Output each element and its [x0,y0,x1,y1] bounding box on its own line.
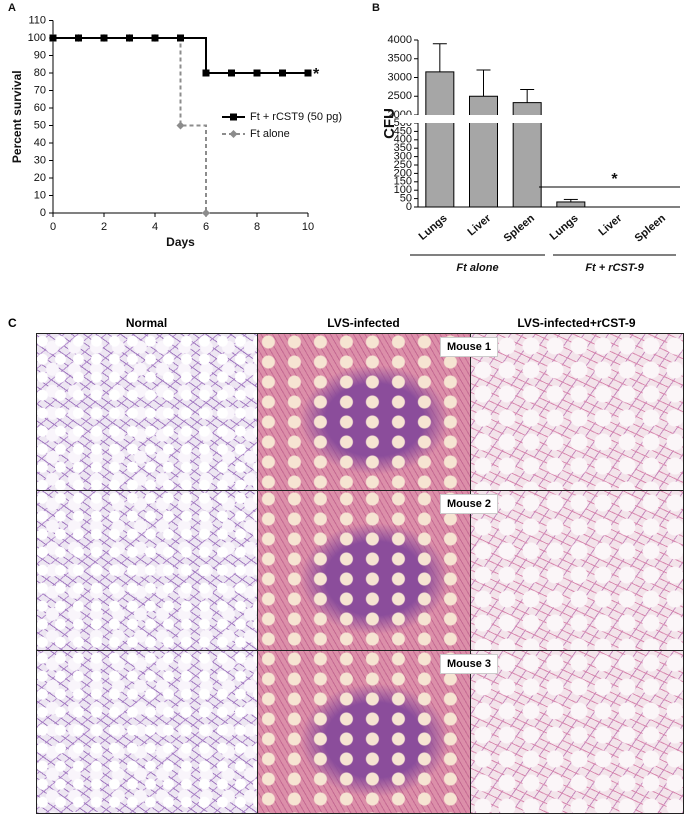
histology-image [470,650,684,814]
point [279,69,286,77]
point [202,69,210,77]
point [75,34,82,42]
point [304,69,312,77]
panel-label: C [8,316,17,330]
x-tick-label: Spleen [502,212,538,245]
row-label: Mouse 3 [440,654,499,674]
y-tick-label: 3000 [388,71,412,83]
histology-image [470,490,684,651]
point [151,34,159,42]
histology-image [257,333,471,491]
y-tick-label: 450 [394,125,412,137]
x-tick-label: 10 [302,221,314,233]
annotation: * [313,66,320,83]
panel-label: B [372,2,380,14]
legend-label: Ft + rCST9 (50 pg) [250,111,342,123]
y-tick-label: 20 [34,172,46,184]
column-header: LVS-infected [327,316,400,330]
bar [469,95,498,208]
y-tick-label: 40 [34,137,46,149]
point [228,69,235,77]
y-tick-label: 300 [394,151,412,163]
y-tick-label: 250 [394,159,412,171]
x-tick-label: Lungs [417,212,450,242]
survival-line [53,37,308,74]
x-axis-label: Days [166,235,195,249]
histology-image [36,490,258,651]
y-axis-label: Percent survival [10,70,24,163]
y-tick-label: 50 [34,119,46,131]
x-tick-label: Liver [596,212,624,239]
legend-marker [229,130,238,138]
bar [556,201,586,208]
y-tick-label: 100 [28,32,46,44]
row-label: Mouse 1 [440,337,499,357]
annotation: * [611,171,618,188]
histology-image [36,333,258,491]
y-tick-label: 0 [406,201,412,213]
y-tick-label: 200 [394,167,412,179]
point [100,34,108,42]
point [177,34,184,42]
y-tick-label: 70 [34,84,46,96]
x-tick-label: 4 [152,221,158,233]
legend-label: Ft alone [250,128,290,140]
y-tick-label: 90 [34,49,46,61]
y-tick-label: 3500 [388,53,412,65]
x-tick-label: 8 [254,221,260,233]
axis-break [400,115,685,123]
histology-image [257,490,471,651]
point [49,34,57,42]
y-tick-label: 400 [394,134,412,146]
y-axis-label: CFU [381,108,398,139]
y-tick-label: 4000 [388,34,412,46]
y-tick-label: 60 [34,102,46,114]
histology-image [470,333,684,491]
point [253,69,261,77]
y-tick-label: 0 [40,207,46,219]
charts: A 0 10 20 30 40 50 60 70 80 90 100 110 0 2 4 6 8 10 Percent… [8,2,685,274]
histology-image [257,650,471,814]
x-tick-label: Spleen [633,212,669,245]
column-header: Normal [125,316,168,330]
bar [425,71,455,208]
y-tick-label: 150 [394,176,412,188]
y-tick-label: 10 [34,189,46,201]
y-tick-label: 100 [394,184,412,196]
point [176,121,185,130]
x-tick-label: 0 [50,221,56,233]
column-header: LVS-infected+rCST-9 [517,316,636,330]
y-tick-label: 2500 [388,90,412,102]
y-tick-label: 350 [394,142,412,154]
row-label: Mouse 2 [440,494,499,514]
y-tick-label: 50 [400,193,412,205]
x-tick-label: Liver [465,212,493,239]
x-tick-label: 2 [101,221,107,233]
group-label: Ft alone [456,262,498,274]
y-tick-label: 30 [34,154,46,166]
legend-marker [230,113,237,121]
y-tick-label: 80 [34,67,46,79]
y-tick-label: 110 [28,14,46,26]
histology-image [36,650,258,814]
point [126,34,133,42]
point [202,209,210,217]
panel-label: A [8,2,16,14]
group-label: Ft + rCST-9 [585,262,644,274]
x-tick-label: Lungs [548,212,581,242]
x-tick-label: 6 [203,221,209,233]
